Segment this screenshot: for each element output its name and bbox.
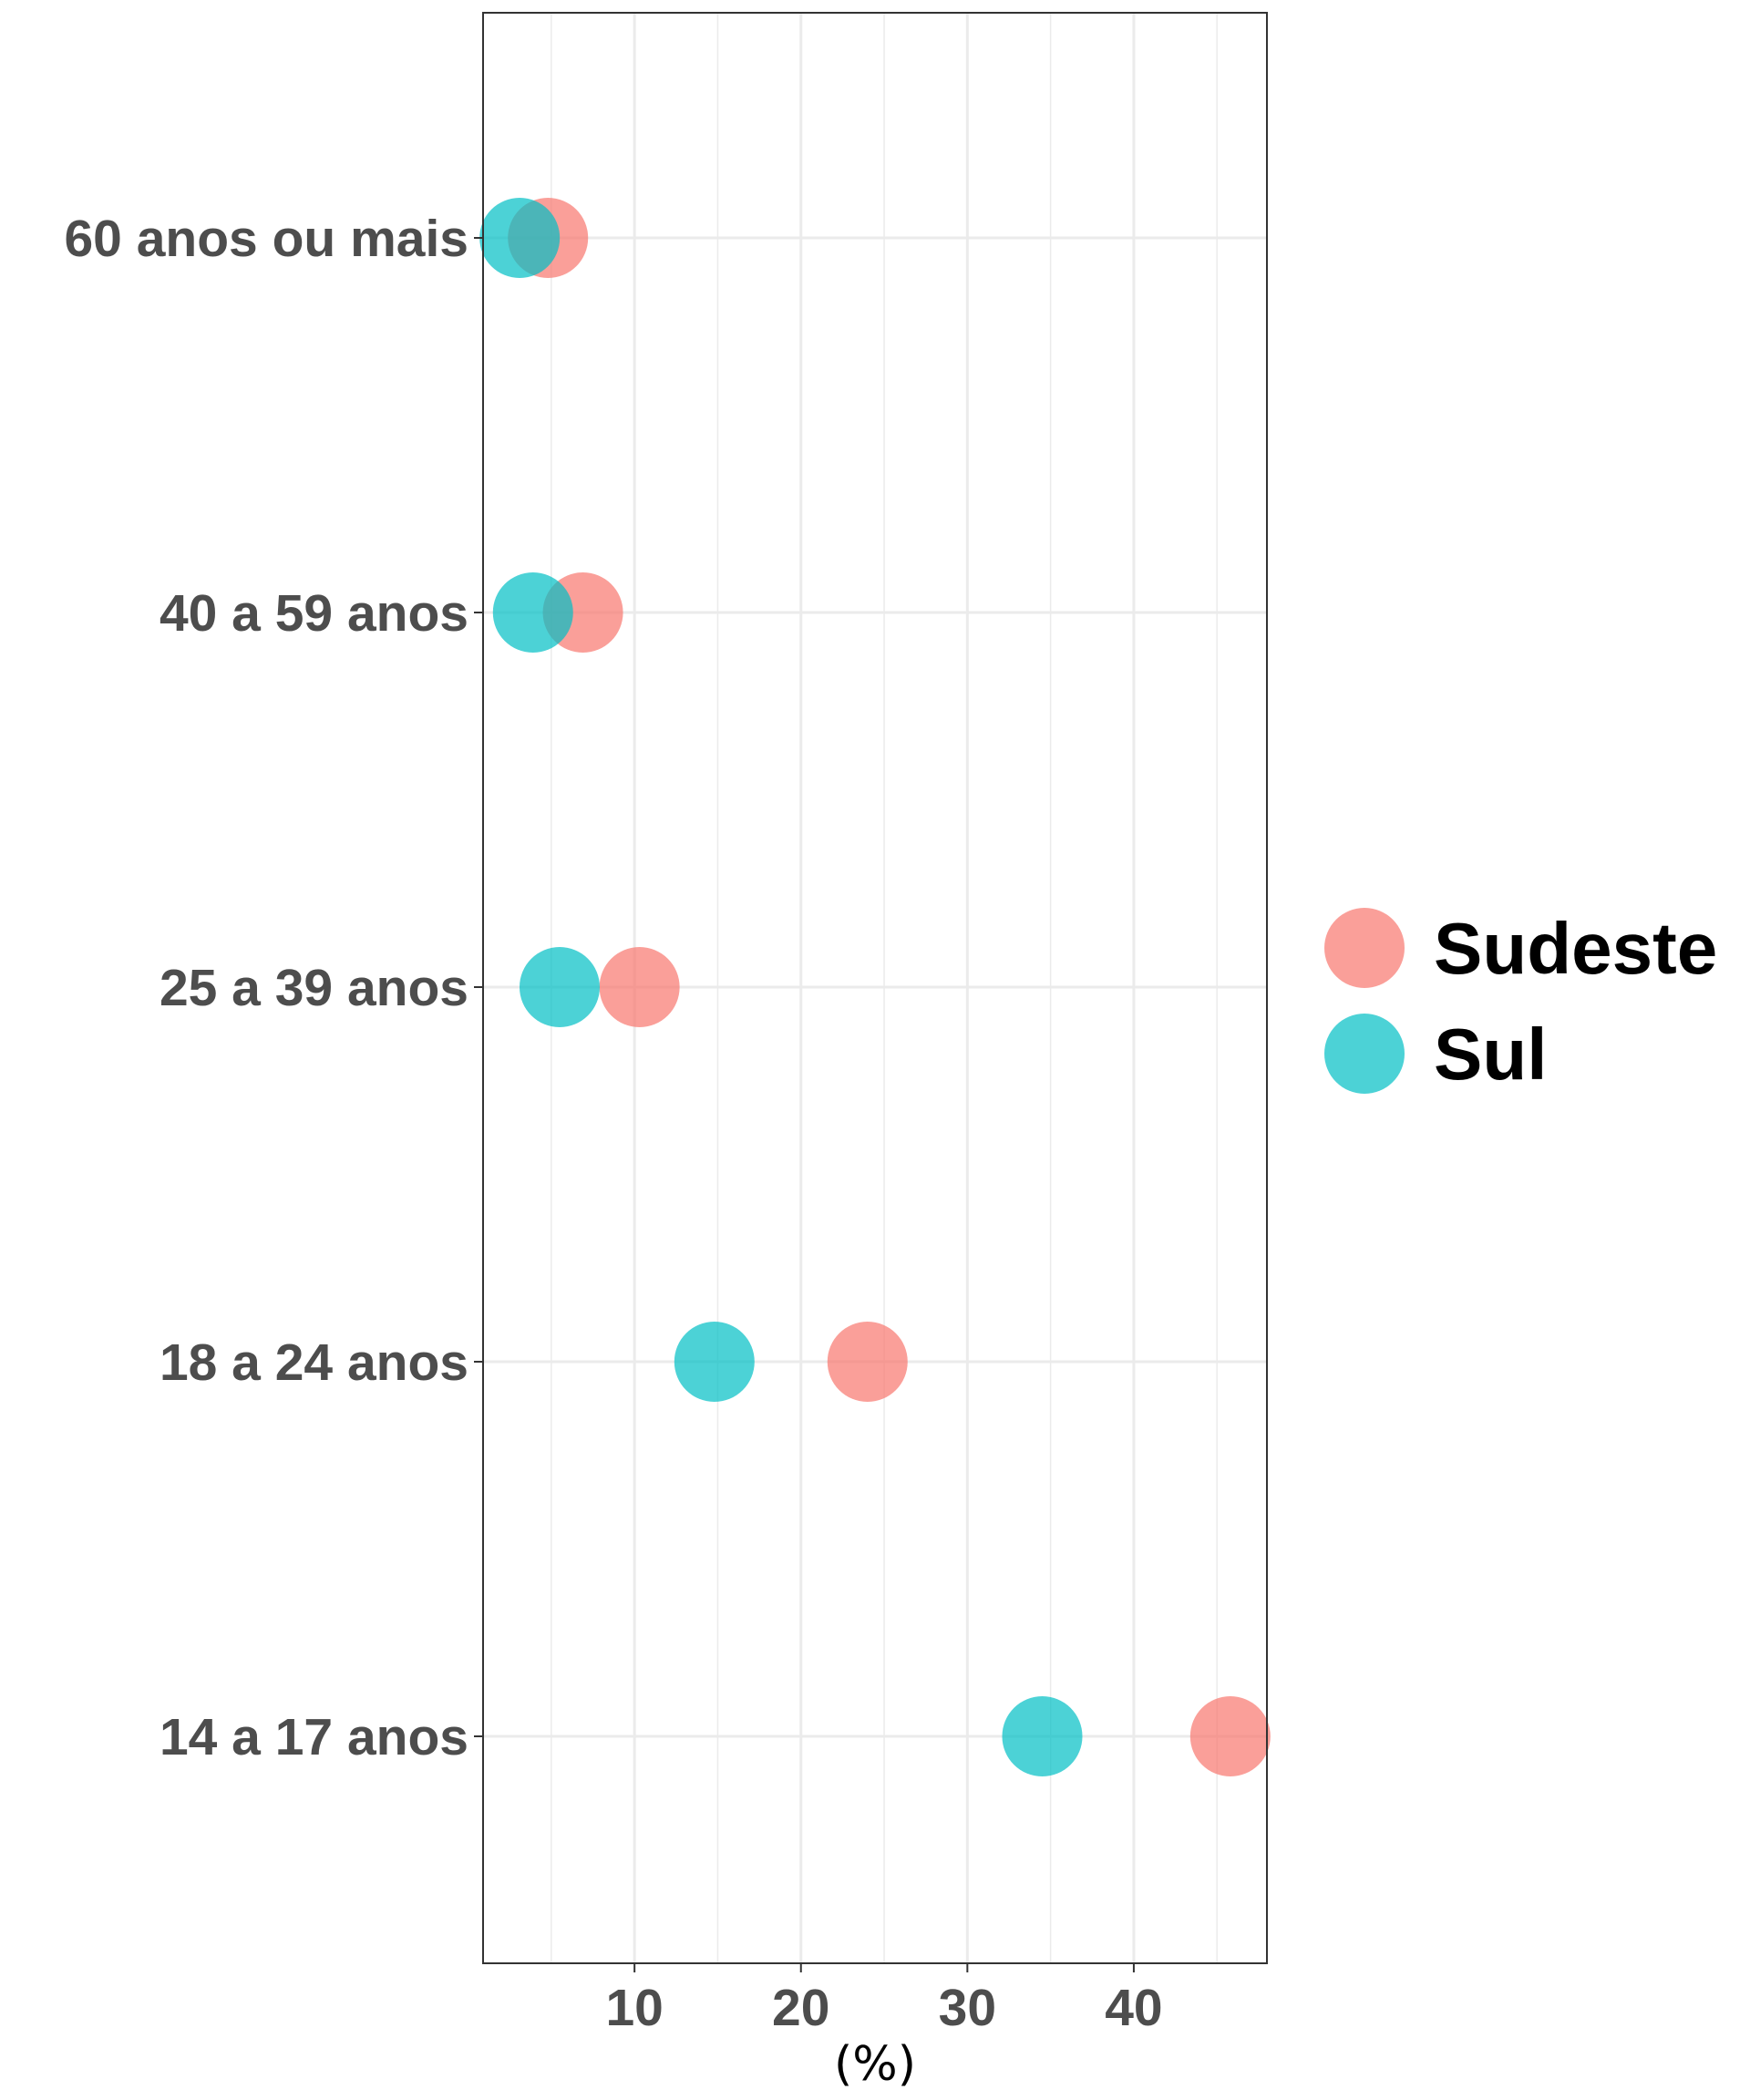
x-tick-label: 30 — [939, 1979, 996, 2037]
point-sul-2 — [519, 947, 600, 1027]
y-tick-label: 60 anos ou mais — [64, 210, 468, 268]
y-tick-label: 25 a 39 anos — [160, 959, 468, 1017]
point-sul-4 — [479, 198, 561, 278]
y-tick-label: 18 a 24 anos — [160, 1333, 468, 1392]
point-sul-1 — [674, 1322, 755, 1402]
legend-key-sul — [1324, 1014, 1405, 1094]
data-points — [479, 198, 1271, 1776]
y-tick-label: 40 a 59 anos — [160, 584, 468, 643]
x-tick-label: 20 — [772, 1979, 829, 2037]
y-axis: 14 a 17 anos 18 a 24 anos 25 a 39 anos 40 a… — [64, 210, 483, 1766]
point-sudeste-2 — [599, 947, 680, 1027]
point-sudeste-0 — [1189, 1696, 1271, 1776]
y-tick-label: 14 a 17 anos — [160, 1708, 468, 1766]
point-sudeste-1 — [827, 1322, 908, 1402]
legend-label-sul: Sul — [1434, 1014, 1547, 1095]
point-sul-3 — [492, 572, 573, 653]
x-tick-label: 40 — [1105, 1979, 1162, 2037]
legend-key-sudeste — [1324, 908, 1405, 988]
legend: Sudeste Sul — [1324, 908, 1717, 1095]
x-tick-label: 10 — [605, 1979, 663, 2037]
x-axis: 10 20 30 40 — [605, 1963, 1163, 2037]
legend-label-sudeste: Sudeste — [1434, 908, 1717, 989]
x-axis-label: (%) — [834, 2037, 916, 2092]
point-sul-0 — [1002, 1696, 1083, 1776]
